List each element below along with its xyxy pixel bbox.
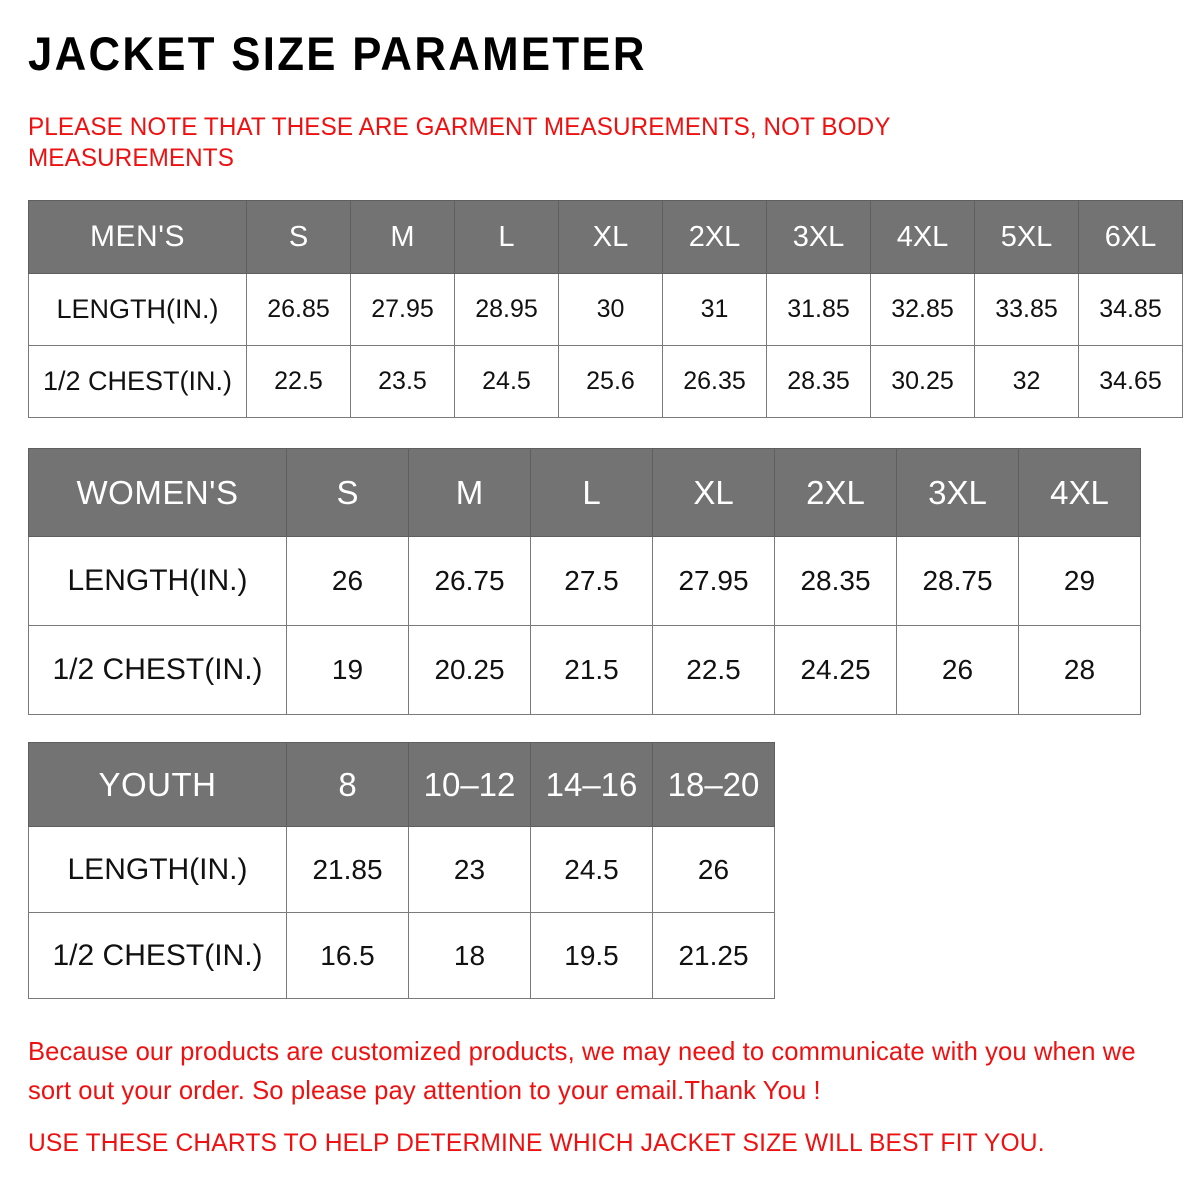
chart-usage-note: USE THESE CHARTS TO HELP DETERMINE WHICH…: [28, 1129, 1045, 1157]
measurement-cell: 32: [974, 345, 1079, 418]
measurement-cell: 27.95: [350, 273, 455, 346]
measurement-cell: 31.85: [766, 273, 871, 346]
measurement-cell: 23: [408, 826, 531, 913]
table-row: LENGTH(IN.) 26.85 27.95 28.95 30 31 31.8…: [28, 273, 1183, 346]
column-header-size: 8: [286, 742, 409, 827]
measurement-cell: 24.25: [774, 625, 897, 715]
table-row: 1/2 CHEST(IN.) 19 20.25 21.5 22.5 24.25 …: [28, 625, 1141, 715]
measurement-cell: 24.5: [454, 345, 559, 418]
measurement-cell: 26.75: [408, 536, 531, 626]
column-header-size: 4XL: [1018, 448, 1141, 537]
measurement-cell: 26: [652, 826, 775, 913]
row-label: 1/2 CHEST(IN.): [28, 345, 247, 418]
customization-note: Because our products are customized prod…: [28, 1036, 1136, 1105]
column-header-size: 2XL: [774, 448, 897, 537]
measurement-cell: 27.95: [652, 536, 775, 626]
measurement-cell: 26.85: [246, 273, 351, 346]
column-header-size: M: [350, 200, 455, 274]
measurement-cell: 30.25: [870, 345, 975, 418]
measurement-cell: 24.5: [530, 826, 653, 913]
measurement-cell: 19: [286, 625, 409, 715]
measurement-cell: 28.35: [766, 345, 871, 418]
column-header-size: S: [286, 448, 409, 537]
column-header-size: 6XL: [1078, 200, 1183, 274]
measurement-cell: 22.5: [652, 625, 775, 715]
measurement-cell: 16.5: [286, 912, 409, 999]
measurement-cell: 26.35: [662, 345, 767, 418]
table-header-row: MEN'S S M L XL 2XL 3XL 4XL 5XL 6XL: [28, 200, 1183, 274]
column-header-size: M: [408, 448, 531, 537]
row-label: LENGTH(IN.): [28, 273, 247, 346]
garment-measurement-note: PLEASE NOTE THAT THESE ARE GARMENT MEASU…: [28, 113, 891, 172]
measurement-cell: 29: [1018, 536, 1141, 626]
column-header-size: L: [454, 200, 559, 274]
measurement-cell: 28: [1018, 625, 1141, 715]
column-header-size: S: [246, 200, 351, 274]
measurement-cell: 26: [896, 625, 1019, 715]
measurement-cell: 21.5: [530, 625, 653, 715]
column-header-size: XL: [652, 448, 775, 537]
column-header-category: YOUTH: [28, 742, 287, 827]
column-header-size: L: [530, 448, 653, 537]
measurement-cell: 22.5: [246, 345, 351, 418]
row-label: LENGTH(IN.): [28, 536, 287, 626]
table-row: LENGTH(IN.) 26 26.75 27.5 27.95 28.35 28…: [28, 536, 1141, 626]
measurement-cell: 30: [558, 273, 663, 346]
table-row: 1/2 CHEST(IN.) 22.5 23.5 24.5 25.6 26.35…: [28, 345, 1183, 418]
measurement-cell: 27.5: [530, 536, 653, 626]
column-header-size: XL: [558, 200, 663, 274]
column-header-size: 10–12: [408, 742, 531, 827]
column-header-size: 3XL: [766, 200, 871, 274]
table-header-row: WOMEN'S S M L XL 2XL 3XL 4XL: [28, 448, 1141, 537]
row-label: LENGTH(IN.): [28, 826, 287, 913]
table-row: LENGTH(IN.) 21.85 23 24.5 26: [28, 826, 775, 913]
column-header-size: 5XL: [974, 200, 1079, 274]
table-header-row: YOUTH 8 10–12 14–16 18–20: [28, 742, 775, 827]
measurement-cell: 28.75: [896, 536, 1019, 626]
row-label: 1/2 CHEST(IN.): [28, 912, 287, 999]
measurement-cell: 21.85: [286, 826, 409, 913]
measurement-cell: 34.65: [1078, 345, 1183, 418]
measurement-cell: 19.5: [530, 912, 653, 999]
measurement-cell: 23.5: [350, 345, 455, 418]
measurement-cell: 33.85: [974, 273, 1079, 346]
youth-size-table: YOUTH 8 10–12 14–16 18–20 LENGTH(IN.) 21…: [28, 742, 775, 999]
measurement-cell: 32.85: [870, 273, 975, 346]
measurement-cell: 28.95: [454, 273, 559, 346]
column-header-size: 14–16: [530, 742, 653, 827]
page-title: JACKET SIZE PARAMETER: [28, 27, 647, 80]
column-header-category: WOMEN'S: [28, 448, 287, 537]
womens-size-table: WOMEN'S S M L XL 2XL 3XL 4XL LENGTH(IN.)…: [28, 448, 1141, 715]
mens-size-table: MEN'S S M L XL 2XL 3XL 4XL 5XL 6XL LENGT…: [28, 200, 1183, 418]
measurement-cell: 21.25: [652, 912, 775, 999]
row-label: 1/2 CHEST(IN.): [28, 625, 287, 715]
measurement-cell: 31: [662, 273, 767, 346]
column-header-size: 2XL: [662, 200, 767, 274]
measurement-cell: 26: [286, 536, 409, 626]
column-header-size: 18–20: [652, 742, 775, 827]
measurement-cell: 25.6: [558, 345, 663, 418]
measurement-cell: 34.85: [1078, 273, 1183, 346]
column-header-size: 4XL: [870, 200, 975, 274]
table-row: 1/2 CHEST(IN.) 16.5 18 19.5 21.25: [28, 912, 775, 999]
measurement-cell: 28.35: [774, 536, 897, 626]
column-header-size: 3XL: [896, 448, 1019, 537]
measurement-cell: 18: [408, 912, 531, 999]
column-header-category: MEN'S: [28, 200, 247, 274]
measurement-cell: 20.25: [408, 625, 531, 715]
